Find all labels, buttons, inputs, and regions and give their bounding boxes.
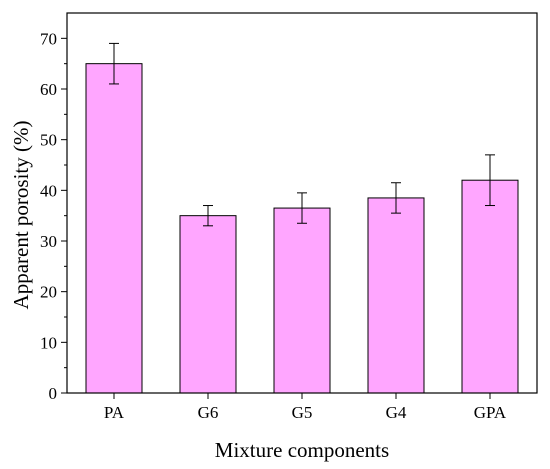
y-axis-title: Apparent porosity (%): [9, 121, 33, 310]
y-tick-label: 40: [40, 181, 57, 200]
y-tick-label: 60: [40, 80, 57, 99]
bar-g5: [273, 207, 331, 394]
x-tick-label: G5: [292, 403, 313, 422]
plot-area: PA G6 G5 G4 GPA 0 10 20 30 40 50 60 70: [40, 12, 538, 422]
y-tick-label: 10: [40, 333, 57, 352]
y-tick-label: 30: [40, 232, 57, 251]
bar-pa: [85, 63, 143, 394]
x-tick-label: G6: [198, 403, 219, 422]
y-tick-label: 50: [40, 131, 57, 150]
y-tick-label: 0: [49, 384, 58, 403]
x-tick-label: G4: [386, 403, 407, 422]
x-tick-label: PA: [104, 403, 125, 422]
x-tick-label: GPA: [474, 403, 507, 422]
bar-gpa: [461, 179, 519, 394]
y-tick-label: 70: [40, 29, 57, 48]
plot-frame: [66, 12, 538, 394]
bar-g6: [179, 215, 237, 394]
y-tick-label: 20: [40, 283, 57, 302]
x-axis-title: Mixture components: [215, 438, 389, 462]
bar-g4: [367, 197, 425, 394]
